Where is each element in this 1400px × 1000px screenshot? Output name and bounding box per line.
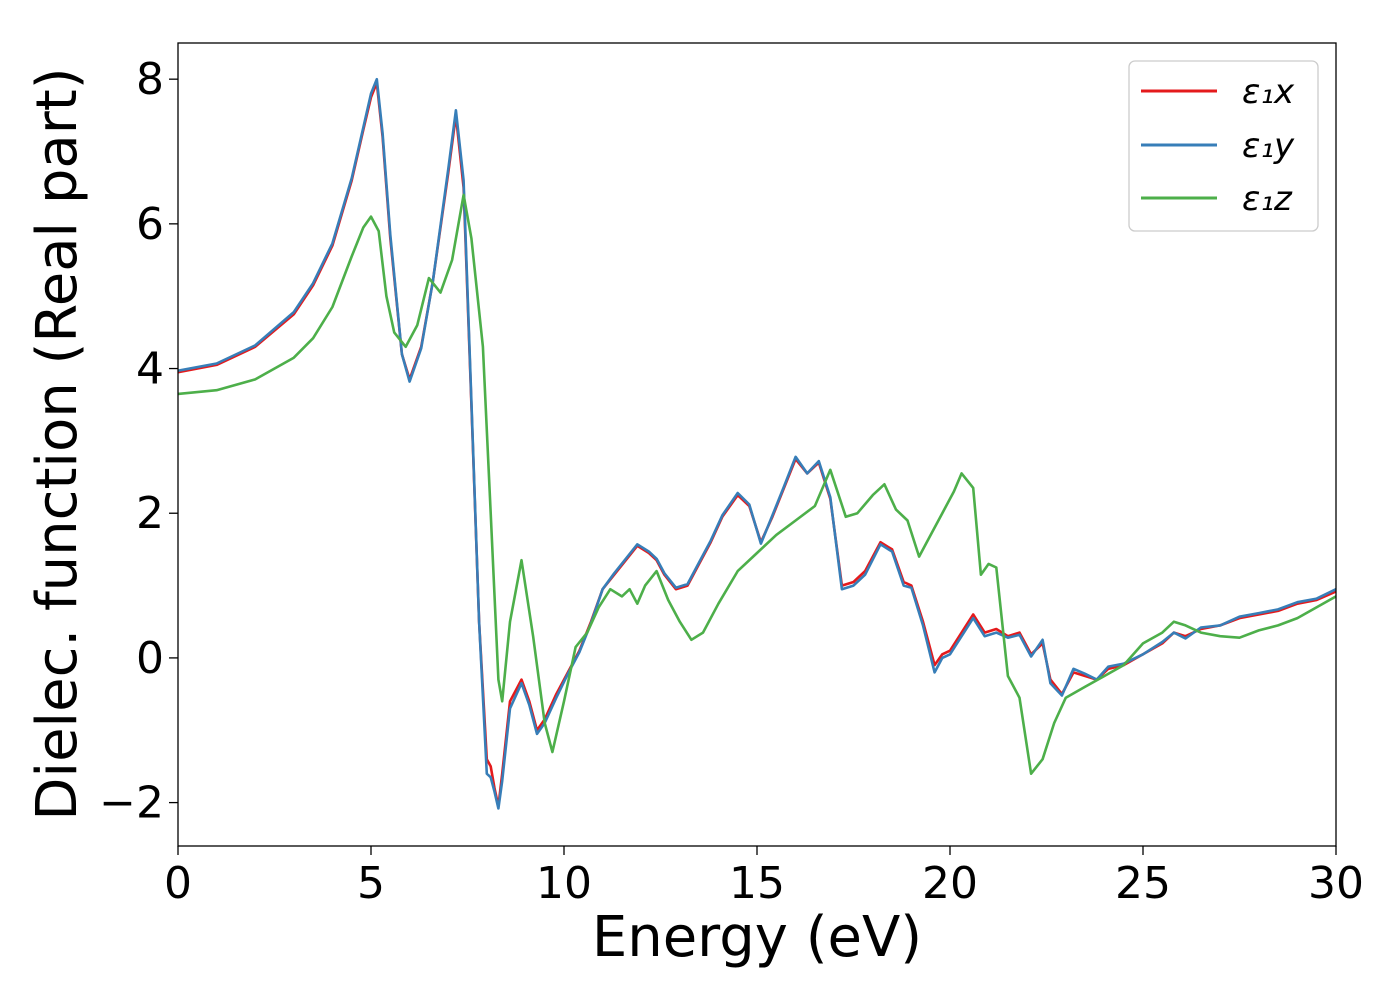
series-line-1 [178,77,1336,810]
x-tick-label: 30 [1308,858,1364,909]
y-tick-label: −2 [99,778,164,829]
y-tick-label: 8 [136,54,164,105]
series-line-2 [178,193,1336,775]
legend-label-x: ε₁x [1242,72,1295,112]
legend-label-y: ε₁y [1242,126,1295,166]
legend-label-z: ε₁z [1242,179,1293,219]
x-tick-label: 25 [1115,858,1171,909]
x-tick-label: 15 [729,858,785,909]
legend-box [1128,60,1319,232]
x-tick-label: 20 [922,858,978,909]
y-axis-title: Dielec. function (Real part) [25,67,90,820]
x-tick-label: 5 [357,858,385,909]
x-tick-label: 0 [164,858,192,909]
x-tick-label: 10 [536,858,592,909]
x-axis-title: Energy (eV) [592,905,922,970]
legend: ε₁x ε₁y ε₁z [1128,60,1319,232]
y-tick-label: 6 [136,199,164,250]
y-tick-label: 2 [136,488,164,539]
y-tick-label: 0 [136,633,164,684]
y-tick-label: 4 [136,344,164,395]
